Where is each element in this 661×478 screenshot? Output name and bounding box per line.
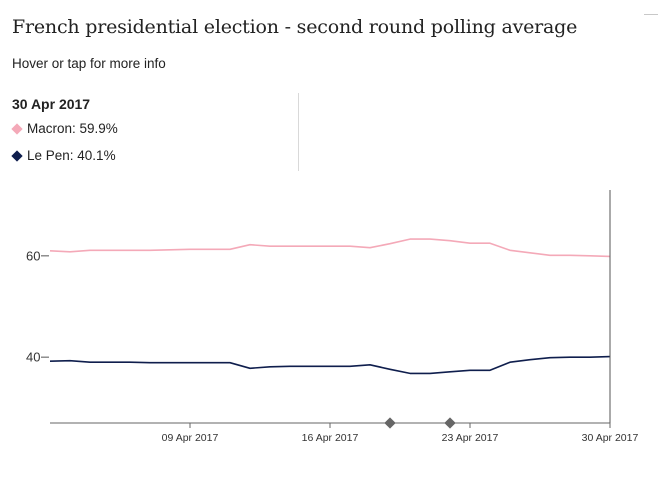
x-tick-label: 09 Apr 2017 xyxy=(162,432,219,444)
hover-date: 30 Apr 2017 xyxy=(12,96,91,112)
y-tick-label: 60 xyxy=(26,248,40,263)
event-markers[interactable] xyxy=(384,417,456,429)
chart-title: French presidential election - second ro… xyxy=(12,16,578,38)
x-axis: 09 Apr 2017 16 Apr 2017 23 Apr 2017 30 Apr … xyxy=(162,423,639,444)
legend-label-macron: Macron: 59.9% xyxy=(27,121,118,136)
top-rule xyxy=(644,14,658,15)
y-tick-label: 40 xyxy=(26,350,40,365)
x-tick-label: 30 Apr 2017 xyxy=(582,432,639,444)
x-tick-label: 16 Apr 2017 xyxy=(302,432,359,444)
legend-label-lepen: Le Pen: 40.1% xyxy=(27,148,116,163)
series-lines xyxy=(49,238,611,375)
series-line-macron xyxy=(49,238,611,258)
x-tick-label: 23 Apr 2017 xyxy=(442,432,499,444)
legend-divider xyxy=(298,93,299,171)
legend-item-lepen: Le Pen: 40.1% xyxy=(11,148,116,163)
event-marker[interactable] xyxy=(384,417,396,429)
y-axis: 40 60 xyxy=(26,248,49,365)
series-line-lepen xyxy=(49,355,611,375)
chart-subtitle: Hover or tap for more info xyxy=(12,56,166,71)
event-marker[interactable] xyxy=(444,417,456,429)
legend-item-macron: Macron: 59.9% xyxy=(11,121,118,136)
